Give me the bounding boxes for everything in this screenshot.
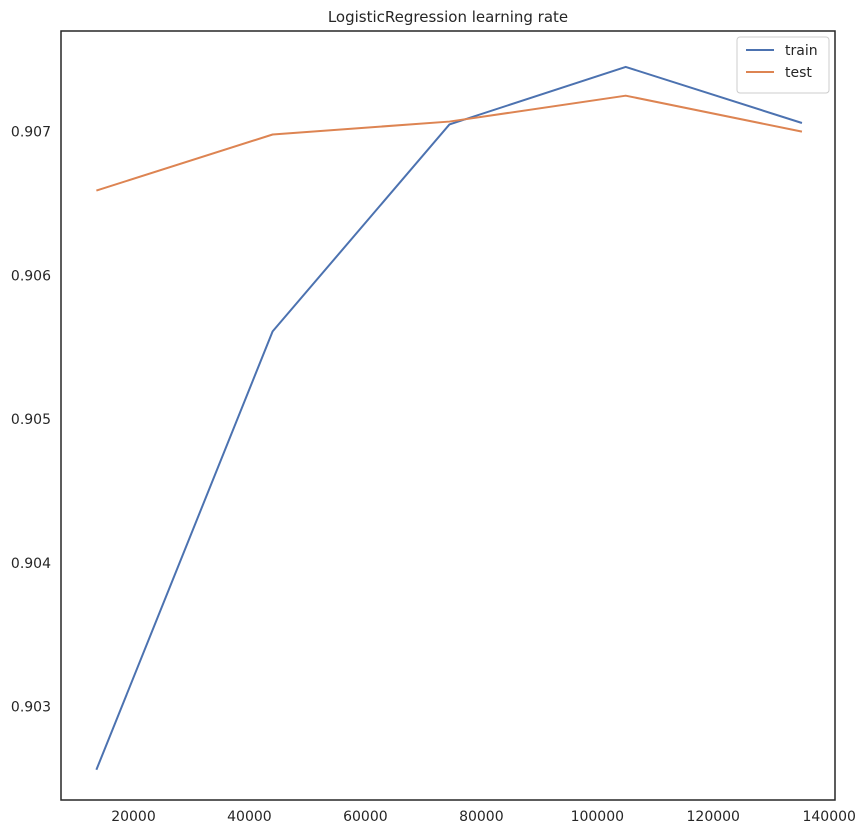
y-tick-label: 0.905	[11, 412, 51, 428]
x-tick-label: 140000	[802, 809, 855, 825]
x-tick-label: 20000	[111, 809, 156, 825]
plot-area-frame	[60, 30, 836, 801]
legend: train test	[736, 36, 830, 94]
y-tick-label: 0.904	[11, 556, 51, 572]
x-tick-label: 80000	[459, 809, 504, 825]
x-axis-ticks: 20000 40000 60000 80000 100000 120000 140000	[111, 809, 856, 825]
x-tick-label: 120000	[687, 809, 740, 825]
chart-title: LogisticRegression learning rate	[328, 8, 568, 26]
x-tick-label: 60000	[343, 809, 388, 825]
x-tick-label: 100000	[571, 809, 624, 825]
y-tick-label: 0.907	[11, 125, 51, 141]
series-line-test	[96, 94, 803, 192]
series-line-train	[95, 65, 803, 771]
legend-label-train: train	[785, 43, 818, 59]
y-tick-label: 0.903	[11, 700, 51, 716]
x-tick-label: 40000	[227, 809, 272, 825]
y-tick-label: 0.906	[11, 268, 51, 284]
legend-label-test: test	[785, 65, 812, 81]
y-axis-ticks: 0.903 0.904 0.905 0.906 0.907	[11, 125, 51, 716]
series-layer	[95, 65, 803, 771]
